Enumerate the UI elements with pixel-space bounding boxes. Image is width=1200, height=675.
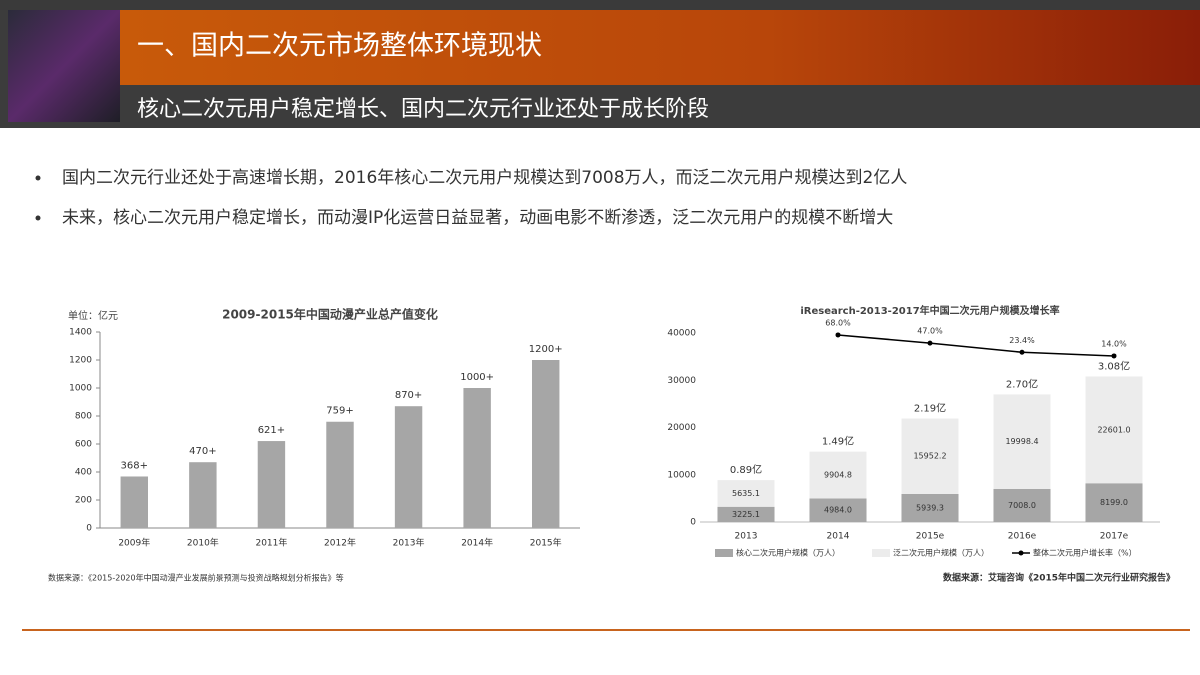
bar [257, 441, 286, 528]
y-tick-label: 200 [75, 496, 92, 506]
bar-segment [901, 418, 959, 494]
source-note: 数据来源：艾瑞咨询《2015年中国二次元行业研究报告》 [943, 572, 1175, 584]
unit-label: 单位：亿元 [68, 309, 118, 322]
y-tick-label: 600 [75, 440, 92, 450]
bar [189, 462, 217, 528]
chart-title: 2009-2015年中国动漫产业总产值变化 [222, 307, 438, 322]
bar-segment [809, 498, 867, 522]
bullet: 未来，核心二次元用户稳定增长，而动漫IP化运营日益显著，动画电影不断渗透，泛二次… [62, 208, 893, 228]
bar [394, 406, 423, 528]
bar [532, 360, 560, 528]
source-note: 数据来源：《2015-2020年中国动漫产业发展前景预测与投资战略规划分析报告》… [48, 573, 344, 583]
total-label: 0.89亿 [730, 463, 762, 476]
total-label: 3.08亿 [1098, 359, 1130, 372]
x-tick-label: 2014 [827, 532, 850, 542]
y-tick-label: 0 [86, 524, 92, 534]
value-label: 5635.1 [732, 489, 760, 498]
line [837, 334, 1115, 357]
value-label: 3225.1 [732, 510, 760, 519]
bar-segment [993, 394, 1051, 489]
x-tick-label: 2015年 [530, 537, 562, 549]
value-label: 870+ [395, 390, 422, 401]
header-image [8, 10, 120, 122]
bullet-dot [35, 215, 41, 221]
total-label: 1.49亿 [822, 435, 854, 448]
line-marker [1019, 349, 1025, 355]
bar-segment [1085, 376, 1143, 484]
value-label: 23.4% [1009, 336, 1035, 345]
top-strip [0, 0, 1200, 10]
y-tick-label: 30000 [667, 376, 696, 386]
x-tick-label: 2010年 [187, 537, 219, 549]
x-tick-label: 2012年 [324, 537, 356, 549]
value-label: 19998.4 [1005, 437, 1038, 446]
legend-swatch [1018, 550, 1024, 556]
value-label: 759+ [326, 406, 353, 417]
value-label: 15952.2 [913, 452, 946, 461]
x-tick-label: 2014年 [461, 537, 493, 549]
bar-segment [717, 480, 775, 507]
y-tick-label: 40000 [667, 329, 696, 339]
legend-swatch [872, 549, 890, 557]
x-tick-label: 2011年 [255, 537, 287, 549]
x-tick-label: 2013 [735, 532, 758, 542]
header-title: 一、国内二次元市场整体环境现状 [137, 31, 542, 62]
x-tick-label: 2013年 [393, 537, 425, 549]
bar-segment [993, 488, 1051, 522]
chart-title: iResearch-2013-2017年中国二次元用户规模及增长率 [800, 304, 1059, 317]
legend-label: 核心二次元用户规模（万人） [736, 548, 840, 558]
x-tick-label: 2015e [916, 532, 945, 542]
total-label: 2.70亿 [1006, 377, 1038, 390]
x-tick-label: 2017e [1100, 532, 1129, 542]
bullet: 国内二次元行业还处于高速增长期，2016年核心二次元用户规模达到7008万人，而… [62, 168, 907, 188]
value-label: 4984.0 [824, 506, 852, 515]
bar [120, 476, 148, 528]
bar-segment [1085, 483, 1143, 522]
line-marker [835, 332, 841, 338]
value-label: 368+ [121, 460, 148, 471]
value-label: 1200+ [529, 344, 563, 355]
value-label: 7008.0 [1008, 501, 1036, 510]
legend-label: 整体二次元用户增长率（%） [1033, 548, 1137, 558]
line-marker [927, 340, 933, 346]
y-tick-label: 10000 [667, 470, 696, 480]
y-tick-label: 1000 [69, 384, 92, 394]
bar [463, 388, 491, 528]
x-tick-label: 2009年 [118, 537, 150, 549]
y-tick-label: 400 [75, 468, 92, 478]
bar-segment [901, 493, 959, 522]
value-label: 9904.8 [824, 471, 852, 480]
bar-segment [809, 451, 867, 499]
line-marker [1111, 353, 1117, 359]
bar [326, 421, 354, 528]
value-label: 47.0% [917, 327, 943, 336]
bar-segment [717, 506, 775, 522]
value-label: 621+ [258, 425, 285, 436]
value-label: 470+ [189, 446, 216, 457]
total-label: 2.19亿 [914, 402, 946, 415]
y-tick-label: 1400 [69, 328, 92, 338]
y-tick-label: 1200 [69, 356, 92, 366]
header-subtitle: 核心二次元用户稳定增长、国内二次元行业还处于成长阶段 [137, 97, 709, 122]
value-label: 1000+ [460, 372, 494, 383]
y-tick-label: 20000 [667, 423, 696, 433]
value-label: 5939.3 [916, 503, 944, 512]
value-label: 8199.0 [1100, 498, 1128, 507]
value-label: 68.0% [825, 318, 851, 327]
value-label: 14.0% [1101, 339, 1127, 348]
bullet-dot [35, 175, 41, 181]
y-tick-label: 800 [75, 412, 92, 422]
legend-label: 泛二次元用户规模（万人） [893, 548, 989, 558]
title-bar [120, 10, 1200, 85]
y-tick-label: 0 [690, 518, 696, 528]
value-label: 22601.0 [1097, 425, 1130, 434]
x-tick-label: 2016e [1008, 532, 1037, 542]
legend-swatch [715, 549, 733, 557]
